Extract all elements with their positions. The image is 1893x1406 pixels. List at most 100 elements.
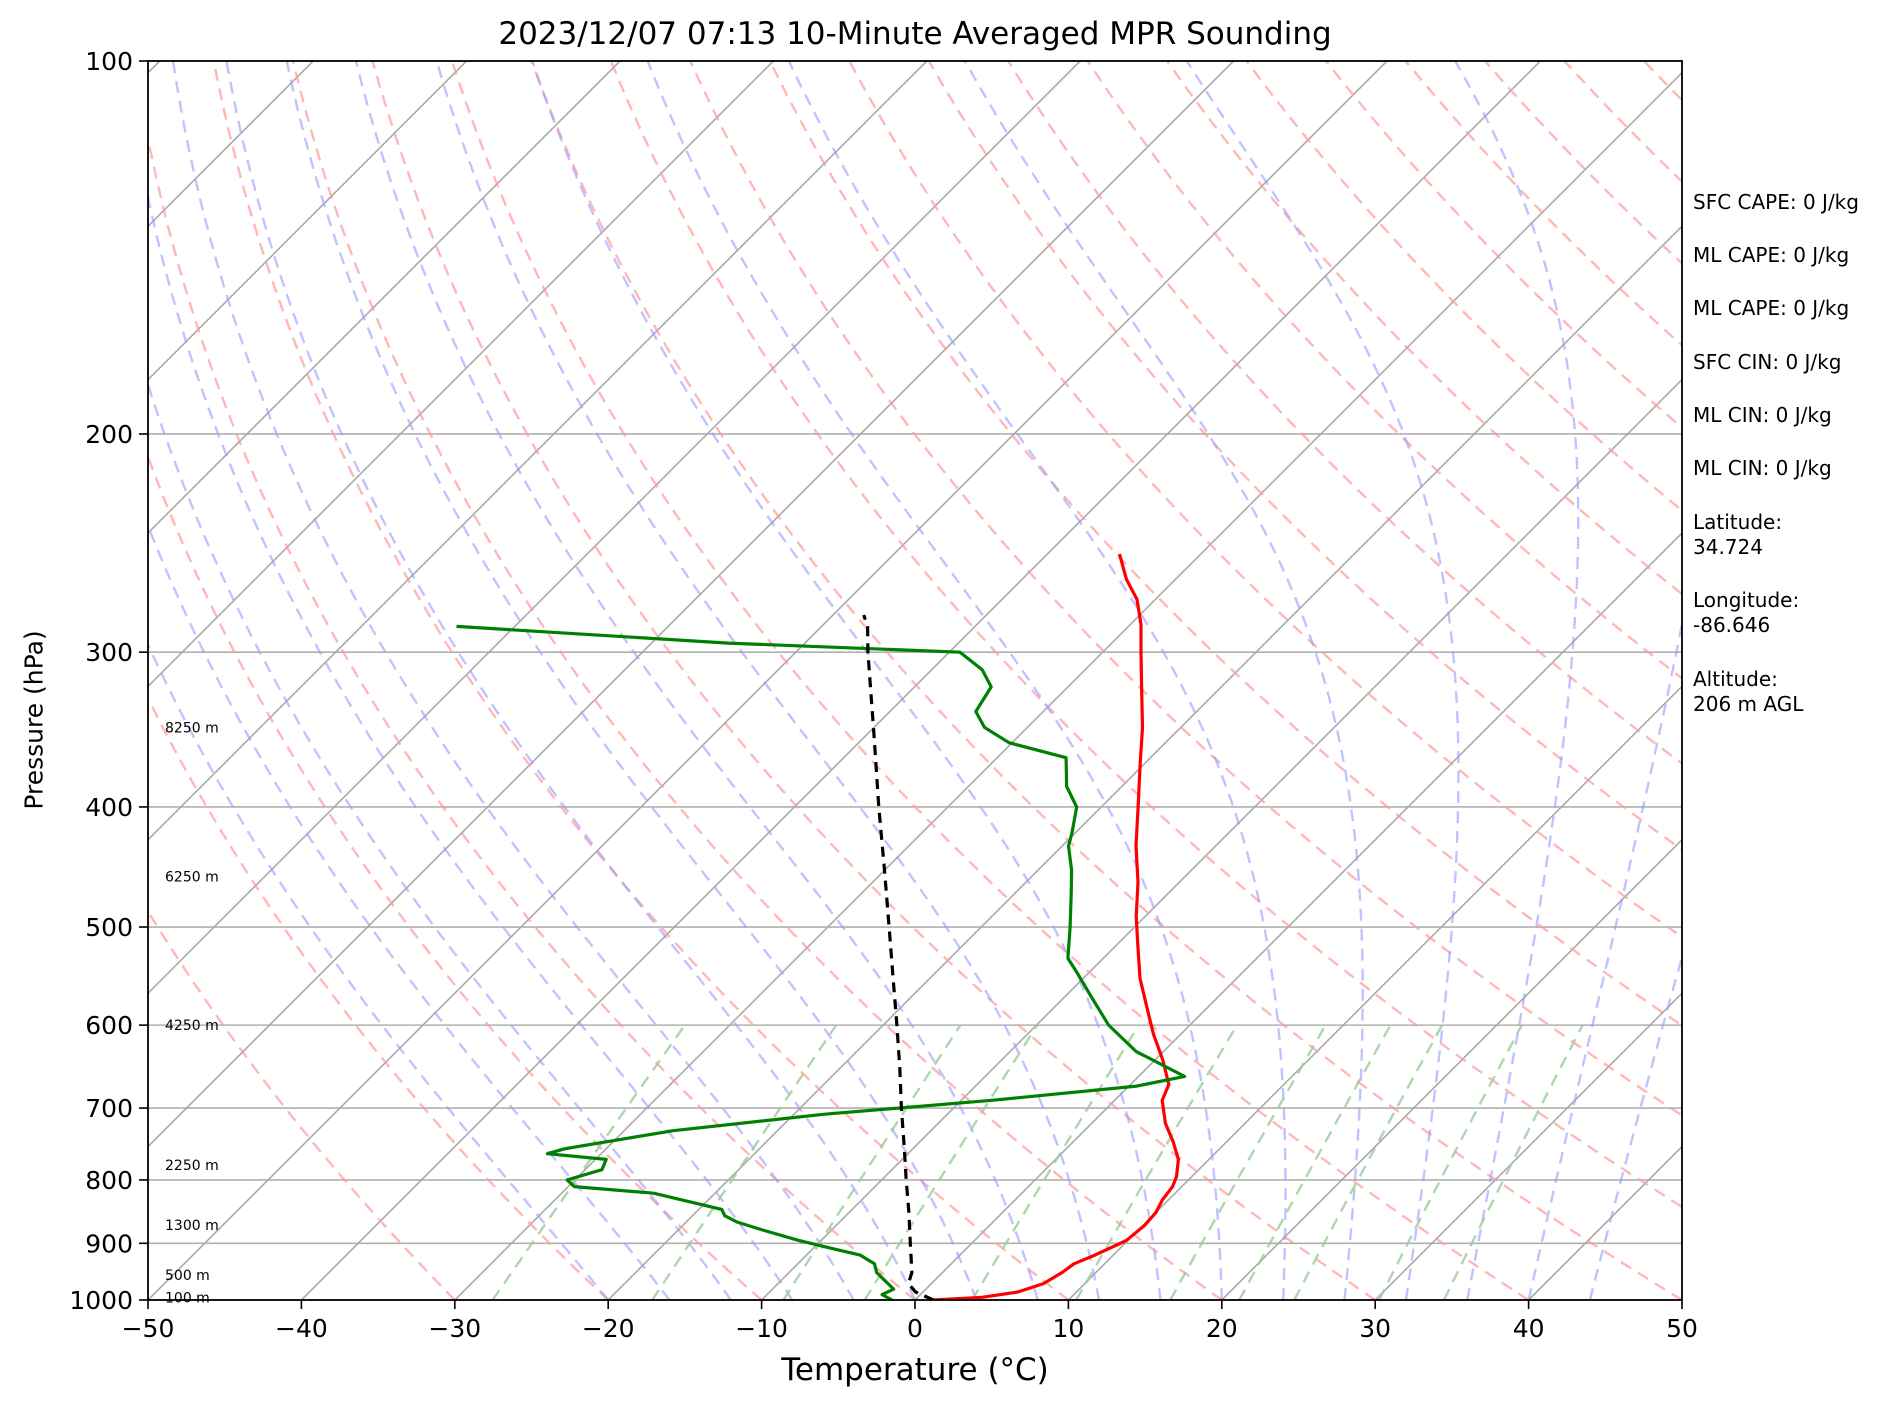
plot-border xyxy=(147,60,1683,1301)
y-tick-label: 400 xyxy=(85,793,133,822)
y-tick-label: 100 xyxy=(85,47,133,76)
isotherm-line xyxy=(454,71,1682,1300)
isotherm-line xyxy=(0,61,6,1300)
x-tick-label: −50 xyxy=(122,1314,175,1343)
x-tick-label: 30 xyxy=(1359,1314,1391,1343)
mixing-ratio-line xyxy=(1442,1024,1584,1300)
isotherm-line xyxy=(148,61,1388,1300)
isotherm-line xyxy=(148,61,468,381)
x-tick-label: 40 xyxy=(1513,1314,1545,1343)
sfc-cape-text: SFC CAPE: 0 J/kg xyxy=(1693,190,1859,214)
mixing-ratio-line xyxy=(491,1024,686,1300)
ml-cape-text: ML CAPE: 0 J/kg xyxy=(1693,243,1850,267)
ml-cin-text-2: ML CIN: 0 J/kg xyxy=(1693,456,1832,480)
dewpoint-profile xyxy=(456,624,1187,1300)
height-label: 2250 m xyxy=(165,1158,219,1174)
moist-adiabat-line xyxy=(225,61,917,1300)
height-labels: 8250 m 6250 m 4250 m 2250 m 1300 m 500 m 100 m xyxy=(165,720,219,1306)
y-tick-label: 800 xyxy=(85,1166,133,1195)
dry-adiabat-line xyxy=(212,61,1070,1300)
x-tick-label: 10 xyxy=(1052,1314,1084,1343)
moist-adiabat-line xyxy=(148,191,794,1300)
mixing-ratio-line xyxy=(782,1024,962,1300)
height-label: 8250 m xyxy=(165,720,219,736)
moist-adiabat-line xyxy=(787,61,1287,1300)
isotherm-line xyxy=(607,225,1682,1300)
dry-adiabat-line xyxy=(530,61,1682,1300)
isotherm-line xyxy=(148,61,1235,1148)
mixing-ratio-line xyxy=(863,1024,1039,1300)
moist-adiabat-line xyxy=(1454,61,1580,1300)
ml-cape-text-2: ML CAPE: 0 J/kg xyxy=(1693,296,1850,320)
y-tick-label: 200 xyxy=(85,420,133,449)
isotherm-line xyxy=(300,61,1541,1300)
isotherm-line xyxy=(148,61,1081,995)
dry-adiabat-line xyxy=(148,695,610,1300)
sounding-profiles xyxy=(456,553,1187,1300)
sfc-cin-text: SFC CIN: 0 J/kg xyxy=(1693,350,1842,374)
moist-adiabat-line xyxy=(148,380,732,1300)
x-tick-label: 50 xyxy=(1666,1314,1698,1343)
moist-adiabat-line xyxy=(646,61,1223,1300)
moist-adiabat-line xyxy=(531,61,1162,1300)
x-axis-label: Temperature (°C) xyxy=(781,1352,1049,1388)
isotherm-line xyxy=(761,378,1682,1300)
plot-frame xyxy=(147,60,1683,1301)
background-guide-lines xyxy=(0,61,1682,1300)
dry-adiabat-line xyxy=(1166,61,1682,596)
isotherm-line xyxy=(1221,838,1682,1300)
x-tick-label: −40 xyxy=(275,1314,328,1343)
height-label: 4250 m xyxy=(165,1018,219,1034)
dry-adiabat-line xyxy=(148,132,916,1300)
mixing-ratio-line xyxy=(1238,1024,1392,1300)
mixing-ratio-line xyxy=(651,1024,838,1300)
moist-adiabat-line xyxy=(354,61,1039,1300)
latitude-text: Latitude: 34.724 xyxy=(1693,510,1783,559)
y-tick-label: 600 xyxy=(85,1011,133,1040)
y-tick-label: 900 xyxy=(85,1229,133,1258)
altitude-text: Altitude: 206 m AGL xyxy=(1693,667,1804,716)
y-tick-label: 1000 xyxy=(69,1286,133,1315)
parcel-profile xyxy=(862,614,935,1300)
moist-adiabat-line xyxy=(148,522,671,1300)
moist-adiabat-line xyxy=(171,61,855,1300)
height-label: 100 m xyxy=(165,1290,210,1306)
moist-adiabat-line xyxy=(963,61,1364,1300)
y-tick-label: 300 xyxy=(85,638,133,667)
dry-adiabat-line xyxy=(148,909,456,1300)
dry-adiabat-line xyxy=(1086,61,1682,680)
isotherm-line xyxy=(148,61,621,535)
ml-cin-text: ML CIN: 0 J/kg xyxy=(1693,403,1832,427)
temperature-profile xyxy=(933,553,1181,1300)
isotherm-line xyxy=(1067,685,1682,1300)
isotherm-line xyxy=(148,61,774,688)
mixing-ratio-line xyxy=(971,1024,1140,1300)
x-tick-label: −30 xyxy=(428,1314,481,1343)
y-tick-label: 500 xyxy=(85,913,133,942)
y-axis-label: Pressure (hPa) xyxy=(19,630,49,810)
axis-ticks: −50 −40 −30 −20 −10 0 10 20 30 40 50 100 200 300 400 50… xyxy=(69,47,1698,1343)
dry-adiabat-line xyxy=(291,61,1223,1300)
x-tick-label: 0 xyxy=(907,1314,923,1343)
mixing-ratio-line xyxy=(1075,1024,1239,1300)
moist-adiabat-line xyxy=(1185,61,1460,1300)
y-tick-label: 700 xyxy=(85,1094,133,1123)
chart-title: 2023/12/07 07:13 10-Minute Averaged MPR … xyxy=(498,16,1332,52)
moist-adiabat-line xyxy=(1527,617,1682,1300)
longitude-text: Longitude: -86.646 xyxy=(1693,588,1800,637)
moist-adiabat-line xyxy=(285,61,978,1300)
mixing-ratio-line xyxy=(1378,1024,1523,1300)
height-label: 500 m xyxy=(165,1268,210,1284)
x-tick-label: −20 xyxy=(582,1314,635,1343)
x-tick-label: −10 xyxy=(735,1314,788,1343)
isotherm-line xyxy=(1374,992,1682,1300)
height-label: 6250 m xyxy=(165,869,219,885)
moist-adiabat-line xyxy=(435,61,1101,1300)
moist-adiabat-line xyxy=(1588,952,1682,1300)
isotherm-line xyxy=(148,61,928,841)
dry-adiabat-line xyxy=(371,61,1376,1300)
x-tick-label: 20 xyxy=(1206,1314,1238,1343)
mixing-ratio-line xyxy=(1169,1024,1327,1300)
